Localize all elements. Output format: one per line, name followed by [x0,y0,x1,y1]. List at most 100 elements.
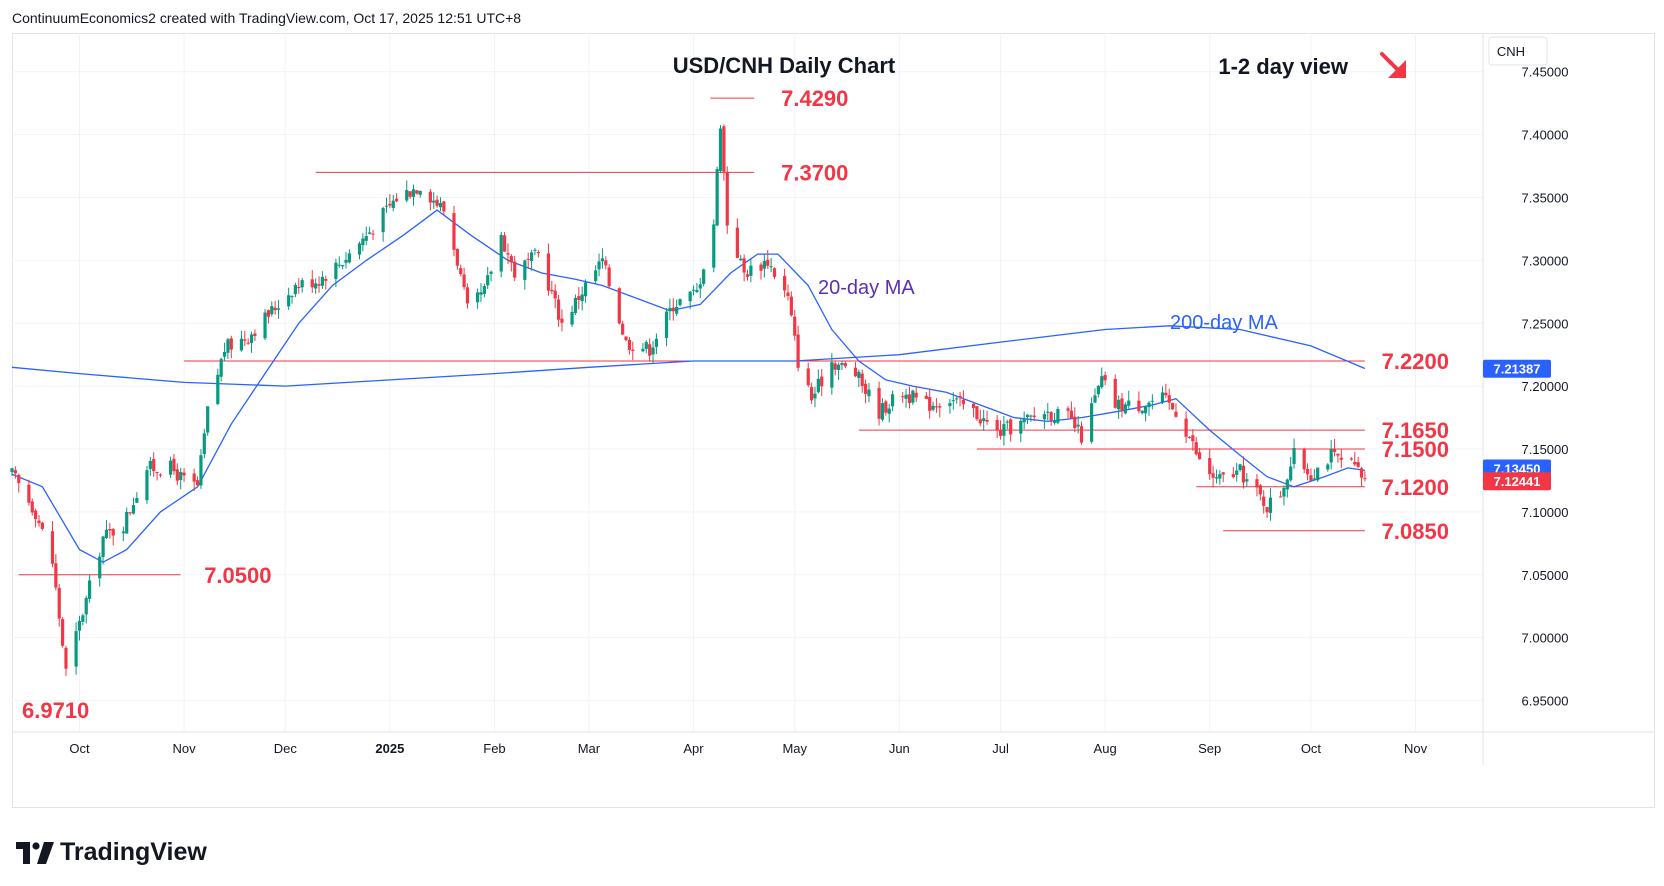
candle-body-2025-08-08 [1127,400,1131,406]
price-tick-label: 7.20000 [1522,379,1569,394]
candle-body-2025-01-24 [465,287,470,304]
candle-body-2024-10-09 [104,529,109,538]
candle-body-2024-09-19 [37,520,41,524]
candle-body-2025-05-14 [836,364,841,370]
candle-body-2025-04-16 [742,258,746,273]
tradingview-brand-name: TradingView [60,838,207,866]
candle-body-2025-04-17 [745,274,750,277]
candle-body-2025-08-26 [1187,436,1192,438]
candle-body-2025-09-11 [1241,465,1246,483]
candle-body-2025-05-08 [816,378,820,393]
candle-body-2025-02-19 [553,290,557,299]
candle-body-2025-01-17 [442,201,446,212]
candle-body-2025-08-22 [1174,411,1178,417]
candle-body-2025-03-11 [621,323,625,335]
candle-body-2025-06-05 [911,390,915,403]
candle-body-2025-10-13 [1349,458,1354,460]
candle-body-2025-07-03 [1005,421,1009,423]
candle-body-2025-01-31 [489,271,493,274]
price-tick-label: 7.45000 [1522,65,1569,80]
level-label: 7.0850 [1382,519,1449,544]
price-tag-label: 7.12441 [1494,474,1541,489]
candle-body-2025-05-15 [840,363,844,365]
price-tick-label: 7.35000 [1522,190,1569,205]
candle-body-2024-10-28 [168,460,173,475]
price-tick-label: 7.25000 [1522,316,1569,331]
candle-body-2024-12-09 [310,279,314,288]
candle-body-2025-03-14 [631,349,635,352]
candle-body-2025-09-19 [1268,497,1273,513]
candle-body-2024-10-04 [87,580,92,599]
time-tick-label: Jun [889,741,910,756]
candle-body-2025-08-01 [1103,375,1107,381]
candle-body-2025-06-26 [982,418,986,422]
candle-body-2025-05-09 [820,376,824,387]
tradingview-logo[interactable]: TradingView [16,838,207,867]
candle-body-2024-12-16 [334,262,338,279]
candle-body-2025-07-09 [1025,414,1030,418]
candle-body-2024-12-02 [287,295,291,307]
candle-body-2024-11-18 [239,338,244,351]
candle-body-2025-05-02 [796,334,800,368]
candle-body-2024-12-30 [381,208,385,233]
candle-body-2025-08-25 [1184,418,1188,437]
candle-body-2025-06-12 [934,406,939,408]
candle-body-2025-06-04 [907,394,912,403]
candle-body-2025-06-27 [985,419,989,422]
candle-body-2024-12-24 [361,238,365,246]
candle-body-2025-09-18 [1265,507,1269,513]
candle-body-2025-03-07 [607,267,611,287]
time-tick-label: Sep [1198,741,1221,756]
candle-body-2024-09-25 [57,587,61,619]
candle-body-2024-09-26 [61,619,65,646]
candle-body-2025-08-15 [1150,400,1154,402]
candle-body-2024-12-13 [324,278,328,281]
candle-body-2025-04-09 [718,128,723,171]
candle-body-2025-02-14 [536,251,540,254]
candle-body-2025-05-01 [793,316,797,336]
chart-frame [12,33,1655,808]
candle-body-2024-12-31 [384,205,389,207]
candle-body-2025-09-30 [1305,468,1310,475]
candle-body-2025-04-02 [695,289,699,293]
candle-body-2025-09-03 [1214,477,1219,479]
candle-body-2025-05-16 [843,363,847,367]
candle-body-2025-07-15 [1046,411,1050,413]
candle-body-2024-12-20 [347,253,351,263]
candle-body-2025-03-19 [648,344,652,356]
candle-body-2025-07-28 [1090,403,1094,442]
candle-body-2025-02-21 [560,318,564,323]
candle-body-2024-12-17 [337,264,341,266]
candle-body-2024-11-27 [270,306,274,315]
candle-body-2025-06-13 [938,406,942,408]
candle-body-2025-07-10 [1029,415,1033,417]
candle-body-2025-04-24 [769,266,773,268]
candle-body-2025-04-03 [698,284,702,289]
candle-body-2025-02-26 [577,296,581,300]
candle-body-2024-10-14 [121,531,125,534]
price-tick-label: 7.30000 [1522,253,1569,268]
candle-body-2024-10-08 [101,536,105,557]
candle-body-2025-10-14 [1353,461,1357,465]
candle-body-2024-10-10 [108,528,112,531]
price-tick-label: 7.00000 [1522,631,1569,646]
level-label: 7.4290 [781,86,848,111]
candle-body-2025-02-17 [546,253,551,291]
candle-body-2025-02-11 [526,258,530,260]
candle-body-2024-10-02 [81,615,85,622]
candle-body-2025-03-06 [604,260,608,266]
candle-body-2024-11-29 [276,308,281,310]
candle-body-2024-10-16 [128,512,132,514]
candle-body-2024-10-25 [158,474,163,476]
candle-body-2025-04-23 [766,259,770,266]
price-tag-box [1483,359,1551,378]
candle-body-2024-10-15 [125,511,129,534]
candle-body-2024-10-22 [148,460,152,470]
candle-body-2025-01-02 [391,200,395,209]
candle-body-2025-04-10 [722,126,726,172]
candles [10,124,1367,676]
candle-body-2025-09-16 [1258,485,1262,495]
candle-body-2025-02-20 [556,299,561,320]
